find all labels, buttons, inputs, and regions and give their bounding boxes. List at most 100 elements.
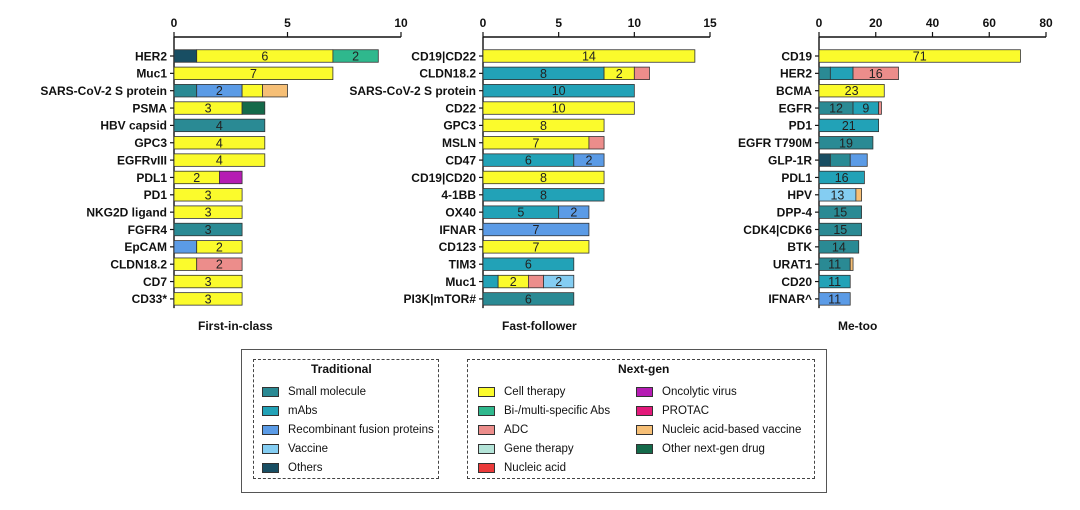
legend-swatch (262, 444, 279, 454)
data-label: 6 (261, 50, 268, 64)
legend-item: mAbs (262, 405, 317, 417)
data-label: 15 (833, 206, 847, 220)
bar-segment (818, 240, 860, 254)
panel-title: Me-too (838, 319, 877, 333)
data-label: 21 (842, 119, 856, 133)
legend-label: Bi-/multi-specific Abs (504, 405, 611, 417)
data-label: 14 (582, 50, 596, 64)
category-label: BCMA (776, 84, 812, 98)
data-label: 3 (205, 292, 212, 306)
bar-segment (173, 274, 243, 289)
category-label: CLDN18.2 (419, 67, 476, 81)
category-label: PI3K|mTOR# (404, 292, 477, 306)
category-label: CD20 (781, 275, 812, 289)
data-label: 8 (540, 67, 547, 81)
category-label: EGFRvIII (117, 153, 167, 167)
data-label: 12 (829, 102, 843, 116)
category-label: CD19|CD22 (411, 49, 476, 63)
data-label: 3 (205, 188, 212, 202)
legend-swatch (262, 387, 279, 397)
bar-segment (818, 292, 851, 306)
legend-swatch (636, 406, 653, 416)
legend-item: ADC (478, 424, 528, 436)
bar-segment (482, 118, 605, 133)
legend-swatch (262, 425, 279, 435)
category-label: Muc1 (136, 67, 167, 81)
category-label: NKG2D ligand (86, 205, 167, 219)
category-label: MSLN (442, 136, 476, 150)
bar-segment (482, 170, 605, 185)
legend-label: Cell therapy (504, 386, 566, 398)
category-label: CDK4|CDK6 (743, 223, 812, 237)
category-label: EpCAM (124, 240, 167, 254)
data-label: 4 (216, 154, 223, 168)
bar-segment (173, 188, 243, 202)
legend-swatch (478, 444, 495, 454)
legend-item: Nucleic acid (478, 462, 566, 474)
data-label: 11 (828, 258, 841, 272)
legend-label: Other next-gen drug (662, 443, 765, 455)
x-tick-label: 20 (869, 16, 883, 30)
bar-segment (173, 257, 198, 271)
legend-item: PROTAC (636, 405, 709, 417)
bar-segment (173, 240, 198, 254)
data-label: 6 (525, 258, 532, 272)
bar-segment (818, 153, 831, 167)
category-label: EGFR (779, 101, 813, 115)
legend-swatch (636, 387, 653, 397)
legend-label: Gene therapy (504, 443, 574, 455)
legend-label: Oncolytic virus (662, 386, 737, 398)
data-label: 2 (510, 275, 517, 289)
bar-segment (482, 240, 590, 254)
category-label: GPC3 (134, 136, 167, 150)
category-label: 4-1BB (441, 188, 476, 202)
data-label: 11 (828, 275, 841, 289)
data-label: 15 (833, 223, 847, 237)
legend-label: ADC (504, 424, 529, 436)
data-label: 8 (540, 119, 547, 133)
bar-segment (173, 84, 198, 98)
bar-segment (173, 66, 334, 80)
data-label: 23 (845, 84, 859, 98)
legend-item: Vaccine (262, 443, 328, 455)
category-label: CD33* (132, 292, 168, 306)
legend-swatch (636, 425, 653, 435)
panel-title: Fast-follower (502, 319, 577, 333)
bar-segment (852, 66, 899, 80)
legend-item: Nucleic acid-based vaccine (636, 424, 801, 436)
bar-segment (588, 136, 605, 150)
bar-segment (573, 153, 605, 167)
data-label: 71 (913, 50, 927, 64)
bar-segment (482, 257, 575, 271)
data-label: 2 (555, 275, 562, 289)
legend-swatch (478, 463, 495, 473)
bar-segment (818, 49, 1021, 63)
category-label: CLDN18.2 (110, 258, 167, 272)
legend-nextgen-title: Next-gen (618, 362, 670, 376)
category-label: OX40 (445, 205, 476, 219)
data-label: 7 (532, 136, 539, 150)
x-tick-label: 60 (983, 16, 997, 30)
category-label: GLP-1R (768, 153, 812, 167)
legend-item: Recombinant fusion proteins (262, 424, 434, 436)
bar-segment (818, 222, 862, 237)
legend: Traditional Small molecule mAbs Recombinan… (241, 349, 827, 493)
bar-segment (482, 84, 635, 98)
panel-title: First-in-class (198, 319, 273, 333)
data-label: 2 (585, 154, 592, 168)
bar-segment (818, 84, 885, 98)
data-label: 16 (869, 67, 883, 81)
category-label: CD19 (781, 49, 812, 63)
data-label: 7 (532, 223, 539, 237)
legend-label: Others (288, 462, 323, 474)
bar-segment (829, 153, 851, 167)
category-label: IFNAR (439, 223, 476, 237)
category-label: PDL1 (136, 171, 167, 185)
category-label: URAT1 (773, 258, 812, 272)
x-tick-label: 10 (394, 16, 408, 30)
bar-segment (818, 66, 831, 80)
data-label: 2 (216, 240, 223, 254)
bar-segment (196, 240, 243, 254)
data-label: 2 (616, 67, 623, 81)
category-label: PSMA (132, 101, 167, 115)
